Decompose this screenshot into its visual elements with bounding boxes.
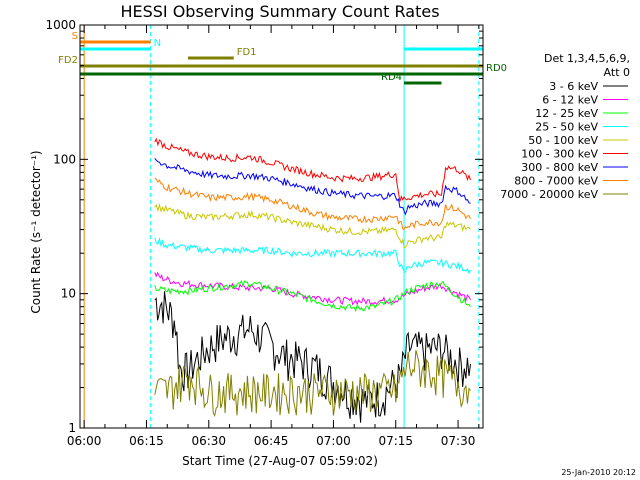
legend-label-2: 12 - 25 keV <box>535 107 598 120</box>
legend-label-0: 3 - 6 keV <box>549 80 598 93</box>
y-tick-label-0: 1 <box>68 421 76 435</box>
x-tick-label-2: 06:30 <box>191 434 226 448</box>
series-line-6 <box>154 158 471 216</box>
series-line-7 <box>154 177 471 231</box>
legend-label-3: 25 - 50 keV <box>535 121 598 134</box>
legend-label-5: 100 - 300 keV <box>521 148 598 161</box>
x-axis-label: Start Time (27-Aug-07 05:59:02) <box>182 454 378 468</box>
legend-label-6: 300 - 800 keV <box>521 161 598 174</box>
y-tick-label-2: 100 <box>53 152 76 166</box>
legend-label-4: 50 - 100 keV <box>528 134 598 147</box>
x-tick-label-4: 07:00 <box>316 434 351 448</box>
status-bar-label-3: FD1 <box>237 47 257 58</box>
x-tick-label-6: 07:30 <box>441 434 476 448</box>
status-bar-label-1: N <box>154 38 161 49</box>
legend-header-line2: Att 0 <box>604 66 630 79</box>
status-bar-label-0: S <box>72 31 78 42</box>
legend-label-1: 6 - 12 keV <box>542 94 598 107</box>
series-line-5 <box>154 137 471 202</box>
y-tick-label-1: 10 <box>61 287 76 301</box>
series-line-2 <box>154 279 471 313</box>
x-tick-label-0: 06:00 <box>67 434 102 448</box>
y-axis-label: Count Rate (s⁻¹ detector⁻¹) <box>29 150 43 313</box>
legend-label-7: 800 - 7000 keV <box>514 175 598 188</box>
timestamp: 25-Jan-2010 20:12 <box>561 468 636 477</box>
axis-ticks: 06:00 06:15 06:30 06:45 07:00 07:15 07:30 1 10 10… <box>45 18 483 448</box>
series-line-4 <box>154 202 471 249</box>
chart-title: HESSI Observing Summary Count Rates <box>120 2 439 21</box>
x-tick-label-3: 06:45 <box>254 434 289 448</box>
status-bar-label-6: RD4 <box>381 72 402 83</box>
status-bar-label-5: RD0 <box>486 63 507 74</box>
plot-frame <box>79 24 484 429</box>
series-line-3 <box>154 236 471 275</box>
legend-label-8: 7000 - 20000 keV <box>500 188 598 201</box>
legend-header-line1: Det 1,3,4,5,6,9, <box>544 52 630 65</box>
series-line-1 <box>154 271 471 306</box>
x-tick-label-1: 06:15 <box>129 434 164 448</box>
y-tick-label-3: 1000 <box>45 18 76 32</box>
data-layer <box>79 25 480 428</box>
status-layer: S N FD1 FD2 RD0 RD4 <box>58 31 507 85</box>
x-tick-label-5: 07:15 <box>378 434 413 448</box>
status-bar-label-4: FD2 <box>58 55 78 66</box>
series-line-8 <box>154 350 471 417</box>
series-line-0 <box>154 291 471 423</box>
